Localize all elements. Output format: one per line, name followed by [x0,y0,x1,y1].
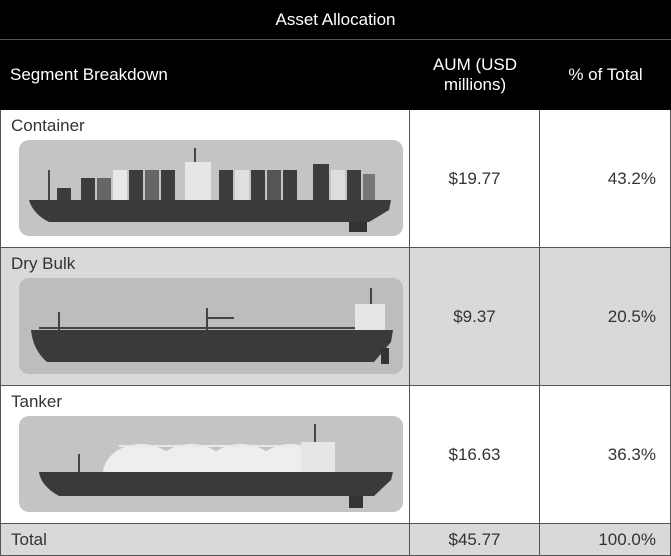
tanker-ship-image [19,416,403,512]
pct-cell: 20.5% [540,248,671,386]
total-aum: $45.77 [410,524,540,556]
column-header: AUM (USD millions) [410,40,540,110]
pct-cell: 36.3% [540,386,671,524]
segment-cell: Container [0,110,410,248]
segment-name: Container [11,116,85,135]
segment-cell: Dry Bulk [0,248,410,386]
column-header: Segment Breakdown [0,40,410,110]
total-label: Total [0,524,410,556]
aum-cell: $16.63 [410,386,540,524]
table-title: Asset Allocation [0,0,671,40]
container-ship-image [19,140,403,236]
pct-cell: 43.2% [540,110,671,248]
segment-cell: Tanker [0,386,410,524]
aum-cell: $9.37 [410,248,540,386]
bulk-ship-image [19,278,403,374]
segment-name: Tanker [11,392,63,411]
segment-name: Dry Bulk [11,254,76,273]
total-pct: 100.0% [540,524,671,556]
column-header: % of Total [540,40,671,110]
aum-cell: $19.77 [410,110,540,248]
